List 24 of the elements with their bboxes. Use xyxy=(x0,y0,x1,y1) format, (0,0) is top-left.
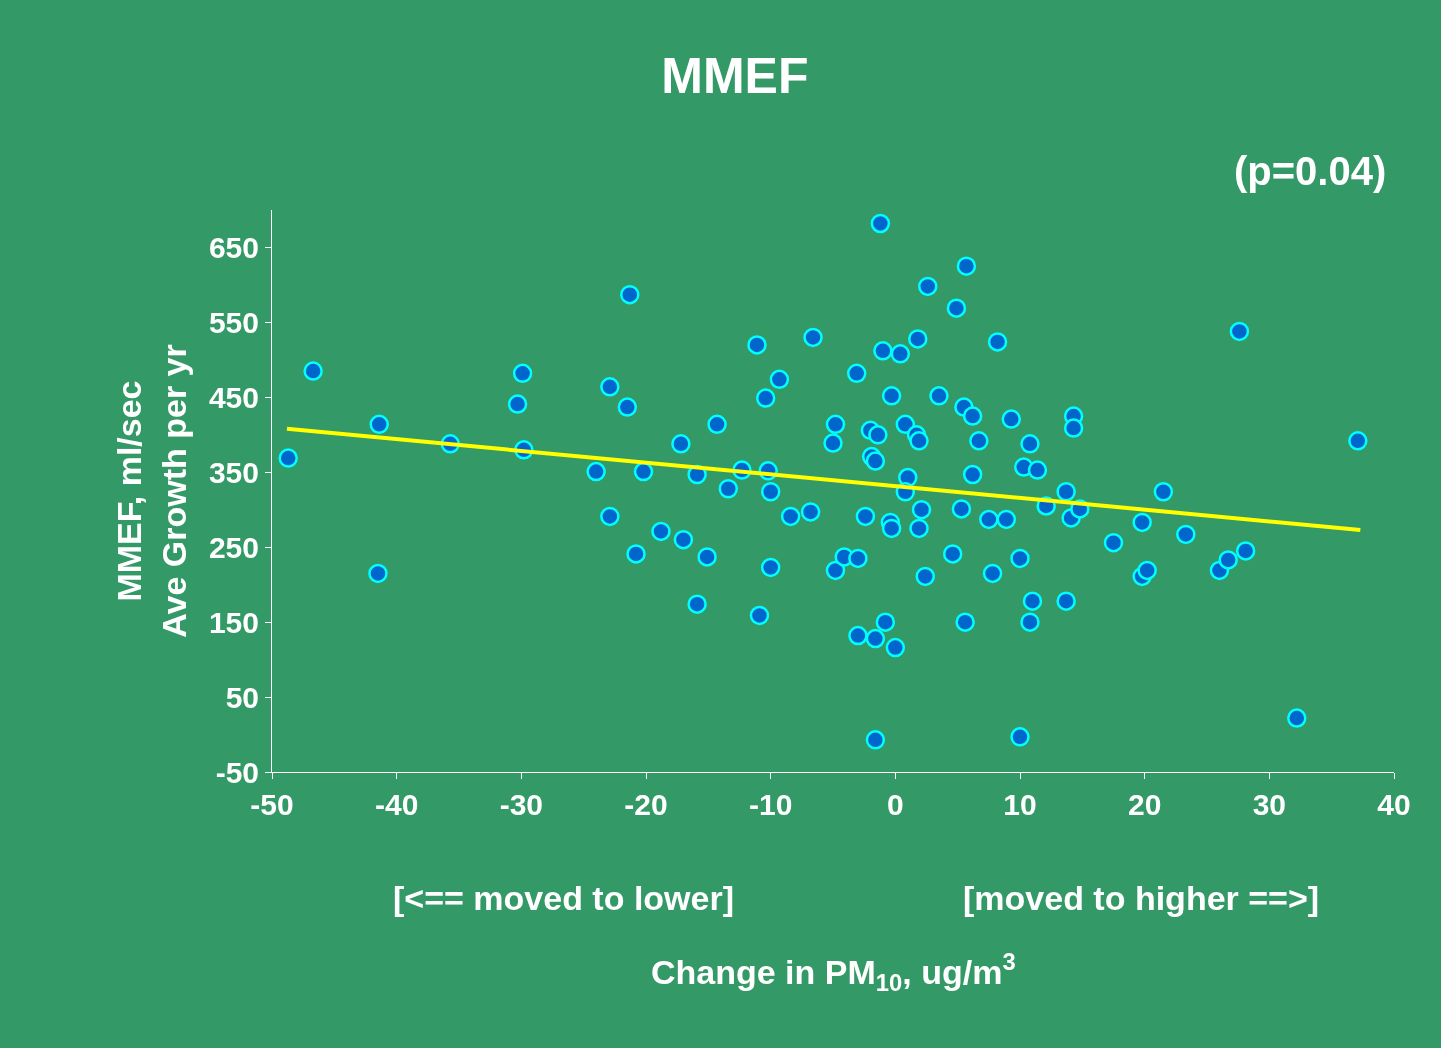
x-tick-label: -20 xyxy=(624,788,668,821)
y-tick-label: 650 xyxy=(208,230,259,264)
y-tick-label: 350 xyxy=(208,455,259,489)
y-tick-label: 50 xyxy=(225,680,259,714)
y-tick-label: 450 xyxy=(208,380,259,414)
x-tick-label: -50 xyxy=(250,788,294,821)
x-tick-label: 0 xyxy=(886,788,904,821)
text: [moved to higher ==>] xyxy=(963,879,1320,917)
text: [<== moved to lower] xyxy=(393,879,735,917)
chart-title: MMEF xyxy=(661,47,809,104)
x-tick-label: 10 xyxy=(1003,788,1037,821)
x-tick-label: 40 xyxy=(1377,788,1411,821)
x-tick-label: -30 xyxy=(499,788,544,821)
x-tick-label: -10 xyxy=(748,788,793,821)
x-axis-title: Change in PM$_{10}$, ug/m$^{3}$ xyxy=(651,948,1016,997)
y-tick-label: 550 xyxy=(208,305,259,339)
y-tick-label: 150 xyxy=(208,605,259,639)
x-tick-label: 30 xyxy=(1252,788,1287,821)
y-axis-title: MMEF, ml/sec Ave Growth per yr xyxy=(110,344,193,638)
y-tick-label: 250 xyxy=(208,530,259,564)
x-tick-label: 20 xyxy=(1127,788,1162,821)
text: (p=0.04) xyxy=(1234,149,1387,193)
x-tick-label: -40 xyxy=(374,788,419,821)
y-tick-label: -50 xyxy=(215,755,259,789)
